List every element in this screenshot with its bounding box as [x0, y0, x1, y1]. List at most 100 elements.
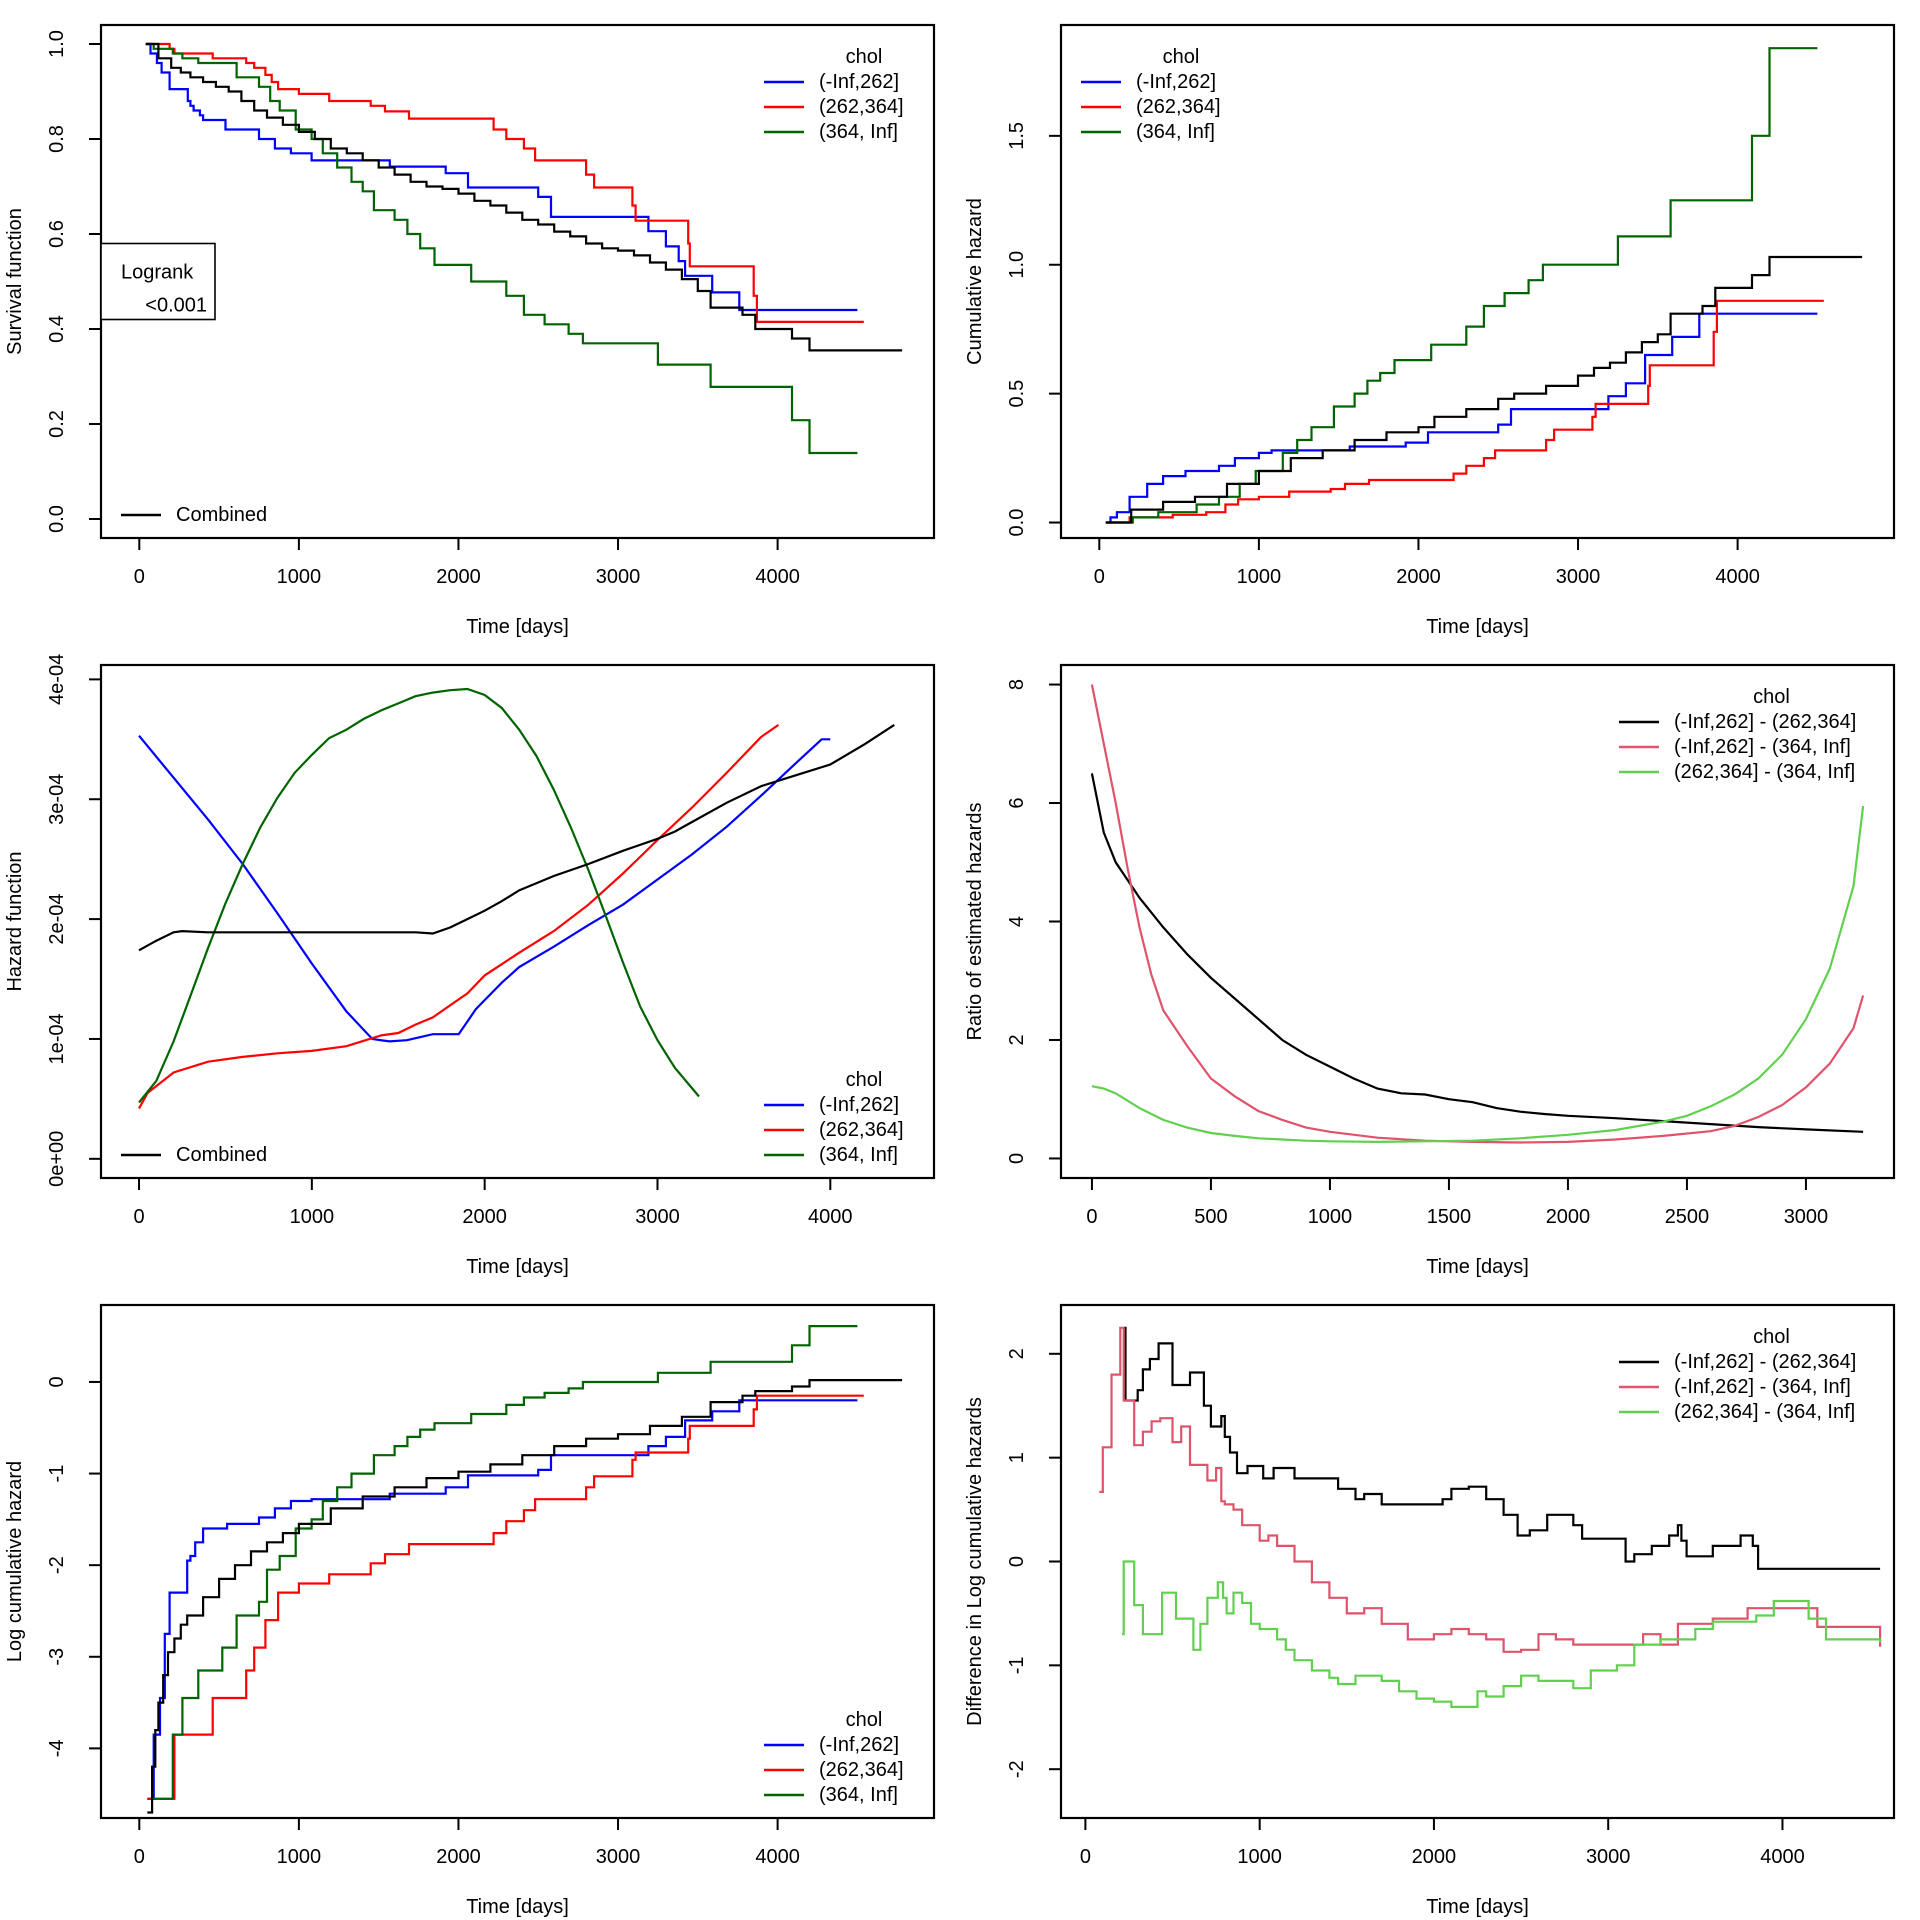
legend-entry: (262,364] [1136, 96, 1221, 118]
x-tick-label: 0 [133, 1206, 144, 1228]
legend-entry: (364, Inf] [819, 121, 898, 143]
y-tick-label: 0.8 [46, 125, 68, 153]
legend-entry: (-Inf,262] [1136, 71, 1216, 93]
y-tick-label: -1 [1006, 1656, 1028, 1674]
x-tick-label: 2000 [436, 1846, 481, 1868]
series-line-inf-262-364-inf [1099, 1326, 1882, 1653]
y-tick-label: 3e-04 [46, 774, 68, 825]
x-tick-label: 2000 [1396, 566, 1441, 588]
annotation-value: <0.001 [145, 295, 207, 317]
legend-title: chol [1753, 686, 1790, 708]
y-axis-title: Survival function [4, 208, 26, 355]
legend-entry: (-Inf,262] [819, 1734, 899, 1756]
y-tick-label: 0.6 [46, 220, 68, 248]
series-line-combined [1105, 255, 1863, 524]
series-line-combined [138, 723, 895, 952]
y-tick-label: -3 [46, 1648, 68, 1666]
panel-survival: 0 1000 2000 3000 4000 0.0 0.2 0.4 0.6 0.8 1.0 Time … [4, 23, 936, 638]
series-line-combined [145, 42, 903, 352]
legend: Combined [121, 504, 267, 526]
annotation-box [100, 242, 216, 321]
legend: chol (-Inf,262] (262,364] (364, Inf] [764, 46, 904, 143]
annotation-title: Logrank [121, 262, 194, 284]
legend-entry: (262,364] [819, 1759, 904, 1781]
x-tick-label: 3000 [596, 566, 641, 588]
legend-title: chol [1753, 1326, 1790, 1348]
x-axis-title: Time [days] [1426, 1896, 1529, 1918]
legend-entry: (-Inf,262] [819, 1094, 899, 1116]
y-tick-label: 0e+00 [46, 1131, 68, 1187]
y-tick-label: 0.0 [46, 505, 68, 533]
series-line-262-364-364-inf [1091, 805, 1865, 1144]
x-tick-label: 4000 [755, 1846, 800, 1868]
legend-entry: (364, Inf] [1136, 121, 1215, 143]
x-tick-label: 3000 [1556, 566, 1601, 588]
legend-entry: Combined [176, 1144, 267, 1166]
series-line-262-364 [147, 1394, 864, 1800]
legend: chol (-Inf,262] (262,364] (364, Inf] [1081, 46, 1221, 143]
x-tick-label: 3000 [635, 1206, 680, 1228]
x-tick-label: 0 [1086, 1206, 1097, 1228]
legend-title: chol [846, 1709, 883, 1731]
y-tick-label: 1 [1006, 1452, 1028, 1463]
legend: chol (-Inf,262] (262,364] (364, Inf] [764, 1709, 904, 1806]
y-tick-label: 1e-04 [46, 1013, 68, 1064]
x-tick-label: 2000 [436, 566, 481, 588]
y-axis-title: Log cumulative hazard [4, 1461, 26, 1662]
y-tick-label: 2e-04 [46, 894, 68, 945]
y-tick-label: 0 [1006, 1153, 1028, 1164]
x-tick-label: 2500 [1665, 1206, 1710, 1228]
y-tick-label: 0.4 [46, 315, 68, 343]
panel-hazard_ratio: 0 500 1000 1500 2000 2500 3000 0 2 4 6 8 Time [days]… [964, 663, 1896, 1278]
legend-entry: (262,364] [819, 96, 904, 118]
panel-diff_log_cumhaz: 0 1000 2000 3000 4000 -2 -1 0 1 2 Time [days] Diffe… [964, 1303, 1896, 1918]
x-tick-label: 2000 [1546, 1206, 1591, 1228]
x-axis-title: Time [days] [1426, 1256, 1529, 1278]
x-axis-title: Time [days] [466, 1256, 569, 1278]
series-line-inf-262-262-364 [1123, 1326, 1881, 1570]
x-tick-label: 1500 [1427, 1206, 1472, 1228]
x-tick-label: 1000 [290, 1206, 335, 1228]
logrank-annotation: Logrank <0.001 [100, 242, 216, 321]
y-tick-label: 0.0 [1006, 509, 1028, 537]
y-tick-label: 1.0 [1006, 251, 1028, 279]
x-tick-label: 1000 [277, 1846, 322, 1868]
y-axis-title: Hazard function [4, 851, 26, 991]
legend-entry: (364, Inf] [819, 1144, 898, 1166]
series-line-inf-262 [145, 42, 858, 312]
series-line-364-inf [145, 42, 858, 455]
series-line-262-364 [138, 723, 780, 1110]
x-tick-label: 1000 [277, 566, 322, 588]
legend-title: chol [846, 1069, 883, 1091]
x-axis-title: Time [days] [466, 1896, 569, 1918]
series-line-inf-262 [1105, 312, 1818, 524]
legend-entry: (-Inf,262] - (262,364] [1674, 711, 1856, 733]
y-tick-label: 8 [1006, 679, 1028, 690]
series-line-inf-262-364-inf [1090, 684, 1865, 1144]
x-tick-label: 2000 [1412, 1846, 1457, 1868]
series-line-inf-262-262-364 [1090, 773, 1864, 1133]
legend-entry: (-Inf,262] - (364, Inf] [1674, 736, 1851, 758]
x-tick-label: 3000 [596, 1846, 641, 1868]
y-axis-title: Cumulative hazard [964, 198, 986, 365]
series-line-inf-262 [147, 1399, 858, 1800]
legend: chol (-Inf,262] (262,364] (364, Inf] [764, 1069, 904, 1166]
y-tick-label: 6 [1006, 797, 1028, 808]
panel-log_cumhaz: 0 1000 2000 3000 4000 -4 -3 -2 -1 0 Time [days] Log… [4, 1303, 936, 1918]
x-tick-label: 4000 [808, 1206, 853, 1228]
y-tick-label: -1 [46, 1465, 68, 1483]
x-tick-label: 3000 [1586, 1846, 1631, 1868]
x-axis-title: Time [days] [466, 616, 569, 638]
y-tick-label: 4 [1006, 916, 1028, 927]
legend-entry: (262,364] - (364, Inf] [1674, 761, 1855, 783]
x-tick-label: 0 [1094, 566, 1105, 588]
y-tick-label: 0 [46, 1376, 68, 1387]
x-tick-label: 4000 [1760, 1846, 1805, 1868]
legend-title: chol [846, 46, 883, 68]
legend-entry: (-Inf,262] [819, 71, 899, 93]
x-axis-title: Time [days] [1426, 616, 1529, 638]
x-tick-label: 3000 [1784, 1206, 1829, 1228]
series-line-inf-262 [138, 735, 831, 1043]
series-line-262-364 [1105, 299, 1824, 524]
